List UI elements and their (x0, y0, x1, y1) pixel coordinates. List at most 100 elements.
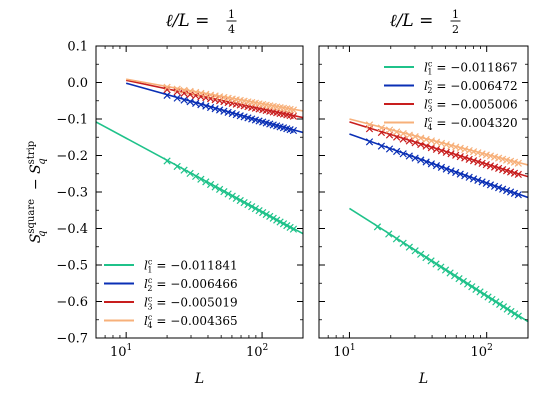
data-point (502, 186, 511, 195)
data-point (490, 182, 499, 190)
data-point (478, 159, 486, 167)
data-point (255, 207, 263, 215)
data-point (180, 86, 188, 94)
data-point (365, 138, 374, 146)
legend-label: lc 2 = −0.006466 (144, 276, 238, 293)
data-point (478, 150, 486, 158)
data-point (486, 181, 495, 189)
data-point (186, 90, 194, 99)
legend-label: lc 4 = −0.004365 (144, 313, 238, 330)
data-point (514, 170, 522, 179)
data-point (236, 196, 244, 205)
title-fraction-numerator: 1 (452, 8, 459, 21)
data-point (377, 142, 386, 150)
data-point (446, 269, 454, 277)
data-point (192, 99, 200, 107)
data-point (220, 107, 228, 115)
data-point (461, 172, 469, 180)
data-point (240, 198, 248, 207)
y-tick-label: 0.0 (67, 76, 88, 91)
data-point (224, 108, 232, 116)
data-point (266, 212, 274, 221)
data-point (405, 243, 413, 251)
data-point (211, 105, 219, 113)
series-2 (125, 82, 303, 135)
data-point (192, 172, 200, 181)
data-point (456, 170, 464, 178)
y-tick-label: −0.5 (56, 259, 88, 274)
x-axis-label: L (418, 371, 428, 387)
chart-title: ℓ/L = (390, 11, 434, 31)
y-tick-label: −0.7 (56, 332, 88, 347)
y-tick-label: −0.2 (56, 149, 88, 164)
data-point (432, 260, 440, 268)
series-3 (349, 121, 528, 179)
data-point (437, 263, 445, 271)
data-point (186, 98, 194, 106)
legend-label: lc 3 = −0.005019 (144, 295, 238, 312)
data-point (474, 176, 482, 184)
data-point (472, 285, 480, 293)
data-point (365, 121, 374, 129)
data-point (186, 169, 194, 178)
data-point (494, 184, 503, 192)
data-point (422, 135, 430, 144)
chart-title: ℓ/L = (166, 11, 210, 31)
data-point (502, 167, 511, 175)
data-point (484, 293, 492, 301)
series-1 (349, 207, 528, 323)
data-point (399, 150, 407, 158)
data-point (405, 131, 413, 139)
data-point (202, 178, 210, 186)
data-point (180, 166, 188, 174)
data-point (461, 145, 469, 154)
data-point (417, 134, 425, 142)
data-point (399, 135, 407, 143)
plot-area (96, 46, 303, 338)
series-2 (349, 133, 528, 199)
data-point (476, 288, 484, 296)
data-point (180, 96, 188, 104)
data-point (469, 175, 478, 183)
y-tick-label: 0.1 (67, 40, 88, 55)
data-point (224, 190, 232, 198)
data-point (468, 283, 476, 291)
data-point (289, 126, 298, 135)
data-point (163, 83, 171, 91)
data-point (482, 179, 490, 188)
data-point (494, 164, 503, 173)
data-point (447, 150, 455, 158)
data-point (289, 106, 298, 114)
data-point (480, 290, 488, 299)
data-point (432, 145, 441, 153)
title-fraction-denominator: 4 (228, 23, 235, 36)
data-point (163, 91, 171, 99)
data-point (173, 94, 181, 102)
data-point (186, 87, 194, 96)
data-point (251, 205, 260, 213)
y-tick-label: −0.6 (56, 295, 88, 310)
data-point (455, 274, 463, 283)
data-point (514, 159, 522, 167)
data-point (232, 194, 240, 202)
data-point (442, 148, 450, 156)
data-point (228, 109, 236, 118)
plot-area (319, 46, 528, 338)
data-point (499, 185, 507, 193)
x-tick-label: 102 (246, 343, 268, 360)
data-point (197, 175, 205, 183)
y-axis-label-text: Ssquareq − Sstripq (26, 141, 48, 243)
data-point (496, 300, 504, 308)
data-point (459, 277, 467, 285)
series-4 (126, 78, 303, 114)
data-point (465, 146, 473, 155)
data-point (273, 216, 281, 224)
data-point (228, 192, 236, 200)
legend-label: lc 2 = −0.006472 (424, 78, 518, 95)
data-point (482, 160, 490, 169)
data-point (506, 188, 515, 196)
data-point (399, 129, 407, 138)
